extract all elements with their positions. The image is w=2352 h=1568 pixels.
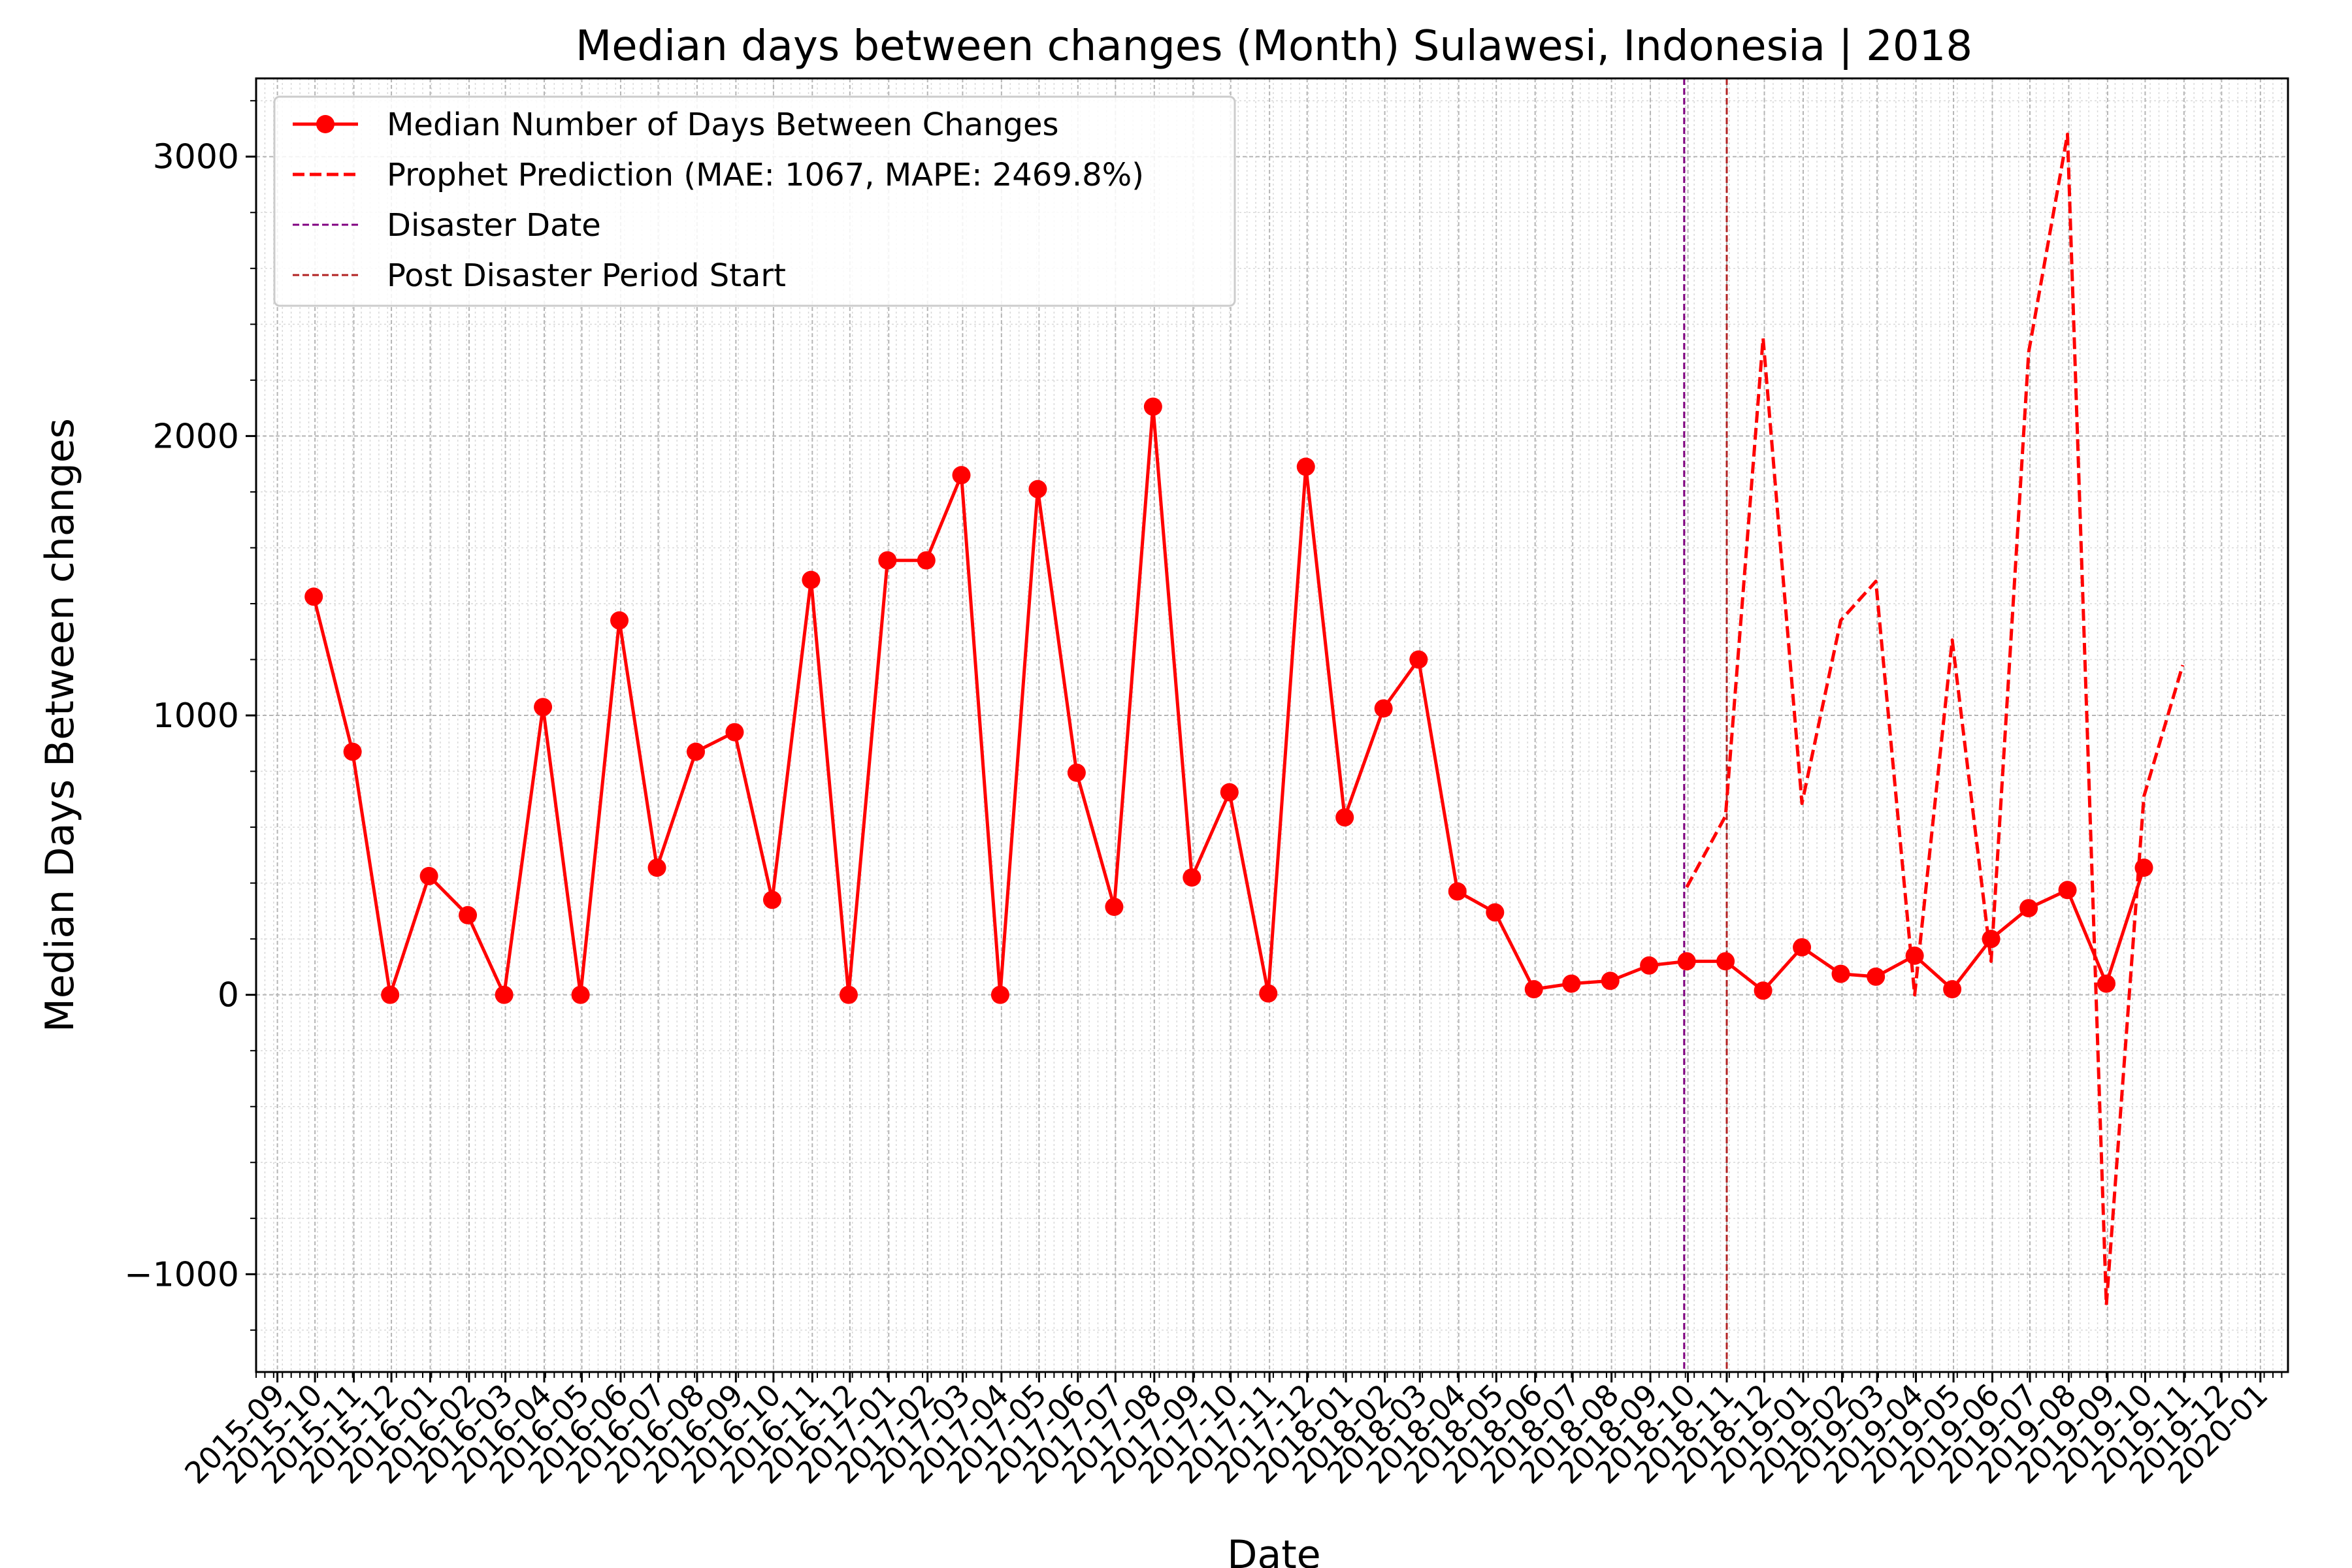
legend-entry-disaster-date-label: Disaster Date <box>387 207 601 244</box>
legend-box <box>273 95 1236 307</box>
median-days-point <box>1754 981 1772 1000</box>
median-days-point <box>1486 903 1505 922</box>
y-axis: −1000 0 1000 2000 3000 <box>124 100 256 1331</box>
series-area <box>304 133 2185 1307</box>
median-days-point <box>459 906 478 924</box>
median-days-point <box>534 698 553 717</box>
median-days-point <box>1105 897 1124 916</box>
median-days-point <box>610 611 629 630</box>
median-days-point <box>1296 457 1315 476</box>
median-days-point <box>1867 967 1886 986</box>
median-days-point <box>381 985 400 1004</box>
median-days-point <box>1677 952 1696 971</box>
median-days-point <box>1448 882 1467 901</box>
median-days-point <box>2058 881 2077 900</box>
y-axis-label: Median Days Between changes <box>37 418 83 1032</box>
median-days-point <box>1409 650 1428 669</box>
median-days-point <box>725 723 744 742</box>
median-days-point <box>1259 984 1278 1003</box>
legend: Median Number of Days Between Changes Pro… <box>273 95 1236 307</box>
legend-entry-median-days-marker <box>316 115 335 133</box>
median-days-point <box>1374 699 1393 718</box>
prophet-prediction-line <box>1685 133 2185 1307</box>
legend-entry-median-days-label: Median Number of Days Between Changes <box>387 106 1059 143</box>
median-days-point <box>762 890 781 909</box>
median-days-point <box>1028 480 1047 498</box>
median-days-point <box>343 742 362 761</box>
median-days-point <box>2097 974 2115 993</box>
median-days-point <box>2019 899 2038 918</box>
median-days-point <box>1183 868 1201 887</box>
median-days-point <box>1905 946 1924 965</box>
median-days-point <box>1562 974 1581 993</box>
median-days-point <box>1640 956 1659 975</box>
median-days-point <box>1716 952 1735 971</box>
plot-area-frame <box>255 77 2289 1373</box>
median-days-point <box>647 858 666 877</box>
chart-title: Median days between changes (Month) Sula… <box>576 22 1972 71</box>
median-days-point <box>1220 783 1239 802</box>
median-days-point <box>687 742 706 761</box>
median-days-point <box>1335 808 1354 827</box>
median-days-point <box>1143 397 1162 416</box>
y-tick-label: 3000 <box>153 138 239 177</box>
median-days-point <box>495 985 514 1004</box>
median-days-point <box>1793 938 1812 956</box>
legend-entry-post-disaster-label: Post Disaster Period Start <box>387 257 786 294</box>
median-days-point <box>952 466 971 485</box>
event-lines <box>1683 78 1728 1372</box>
y-tick-label: −1000 <box>124 1255 239 1294</box>
median-days-point <box>304 587 323 606</box>
median-days-point <box>1067 763 1086 782</box>
y-tick-label: 2000 <box>153 417 239 456</box>
median-days-point <box>1943 980 1962 999</box>
median-days-point <box>1831 964 1850 983</box>
x-axis-label: Date <box>1227 1532 1320 1568</box>
median-days-point <box>990 985 1009 1004</box>
median-days-point <box>917 551 936 570</box>
median-days-point <box>571 985 590 1004</box>
median-days-point <box>1524 980 1543 999</box>
y-tick-label: 0 <box>218 976 239 1015</box>
median-days-point <box>802 570 821 589</box>
median-days-point <box>1601 972 1620 990</box>
x-axis: 2015-092015-102015-112015-122016-012016-… <box>178 1372 2283 1491</box>
median-days-point <box>839 985 858 1004</box>
legend-entry-prophet-label: Prophet Prediction (MAE: 1067, MAPE: 246… <box>387 157 1144 193</box>
median-days-point <box>878 551 897 570</box>
y-tick-label: 1000 <box>153 696 239 736</box>
median-days-point <box>419 866 438 885</box>
